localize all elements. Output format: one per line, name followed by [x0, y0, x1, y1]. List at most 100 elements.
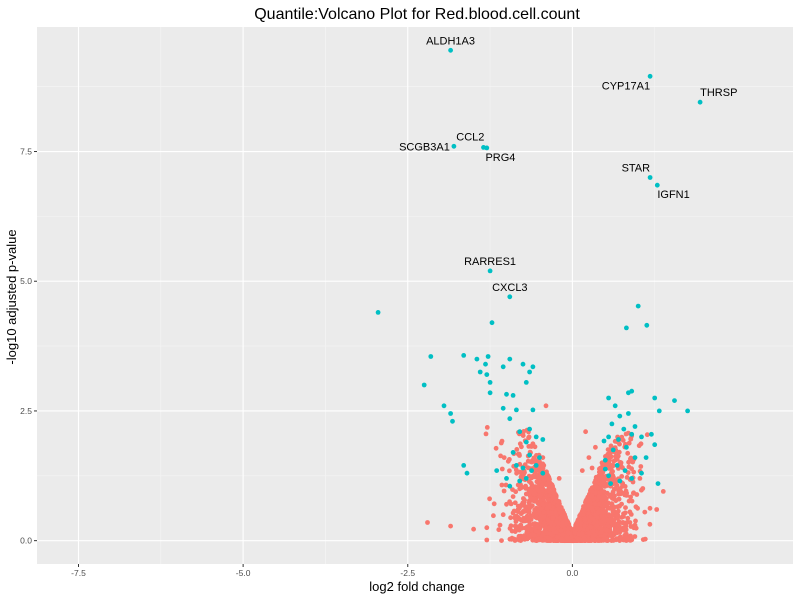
data-point: [441, 403, 447, 409]
data-point: [610, 537, 616, 543]
data-point: [628, 455, 634, 461]
data-point: [617, 413, 623, 419]
data-point: [628, 436, 634, 442]
data-point: [611, 486, 617, 492]
data-point: [530, 407, 536, 413]
data-point: [555, 506, 561, 512]
data-point: [498, 440, 504, 446]
data-point: [629, 498, 635, 504]
data-point: [620, 520, 626, 525]
data-point: [551, 526, 557, 531]
data-point: [589, 505, 595, 511]
data-point: [448, 411, 453, 416]
data-point: [464, 470, 470, 476]
data-point: [596, 476, 602, 481]
data-point: [527, 369, 532, 375]
data-point: [547, 503, 552, 509]
data-point: [428, 354, 434, 359]
data-point: [647, 73, 653, 79]
y-tick-label: 7.5: [20, 147, 32, 157]
data-point: [632, 455, 638, 460]
data-point: [606, 434, 611, 440]
data-point: [654, 507, 660, 512]
data-point: [487, 390, 493, 396]
y-tick-label: 2.5: [20, 406, 32, 416]
data-point: [537, 510, 542, 516]
data-point: [616, 450, 621, 455]
data-point: [602, 466, 608, 472]
data-point: [642, 509, 648, 515]
data-point: [461, 463, 467, 468]
data-point: [524, 526, 530, 532]
data-point: [500, 512, 506, 518]
data-point: [547, 537, 553, 542]
data-point: [528, 459, 534, 465]
data-point: [639, 434, 644, 440]
data-point: [622, 491, 628, 497]
data-point: [631, 469, 637, 475]
data-point: [614, 463, 620, 468]
grid-major: [37, 27, 793, 564]
data-point: [553, 510, 558, 516]
gene-label: PRG4: [485, 152, 515, 164]
data-point: [529, 468, 534, 473]
data-point: [596, 537, 601, 543]
data-point: [615, 522, 621, 528]
chart-title: Quantile:Volcano Plot for Red.blood.cell…: [254, 6, 580, 23]
data-point: [507, 356, 513, 362]
data-point: [654, 182, 660, 188]
data-point: [612, 403, 618, 409]
data-point: [629, 476, 635, 481]
data-point: [540, 501, 545, 507]
data-point: [652, 442, 658, 448]
data-point: [638, 464, 644, 469]
data-point: [626, 464, 632, 470]
data-point: [521, 429, 527, 434]
data-point: [508, 523, 514, 529]
grid-minor: [37, 27, 793, 564]
data-point: [623, 505, 628, 510]
data-point: [617, 503, 622, 509]
data-point: [622, 533, 628, 538]
data-point: [471, 526, 476, 532]
data-point: [559, 536, 565, 542]
y-tick-label: 5.0: [20, 276, 32, 286]
data-point: [615, 508, 621, 514]
data-point: [632, 534, 638, 539]
data-point: [599, 460, 605, 466]
data-point: [525, 504, 530, 510]
data-point: [609, 421, 615, 427]
data-point: [523, 476, 529, 481]
data-point: [535, 506, 541, 511]
data-point: [565, 530, 571, 535]
data-point: [514, 470, 519, 476]
data-point: [509, 536, 514, 542]
data-point: [577, 526, 583, 531]
data-point: [643, 455, 649, 460]
data-point: [624, 444, 629, 450]
data-point: [649, 431, 654, 437]
data-point: [521, 508, 527, 513]
data-point: [606, 492, 612, 498]
data-point: [612, 493, 617, 499]
data-point: [601, 438, 607, 444]
data-point: [578, 511, 584, 517]
data-point: [507, 468, 512, 474]
data-point: [602, 502, 608, 508]
data-point: [510, 487, 515, 492]
data-point: [647, 505, 653, 511]
data-point: [550, 483, 555, 489]
data-point: [507, 483, 513, 489]
data-point: [604, 527, 610, 533]
data-point: [525, 465, 531, 471]
data-point: [537, 517, 543, 523]
data-point: [530, 496, 536, 502]
data-point: [527, 452, 532, 458]
data-point: [527, 426, 532, 432]
data-point: [589, 465, 595, 471]
data-point: [647, 521, 653, 527]
data-point: [600, 537, 606, 543]
data-point: [425, 520, 430, 525]
data-point: [451, 143, 457, 149]
gene-label: ALDH1A3: [426, 35, 475, 47]
